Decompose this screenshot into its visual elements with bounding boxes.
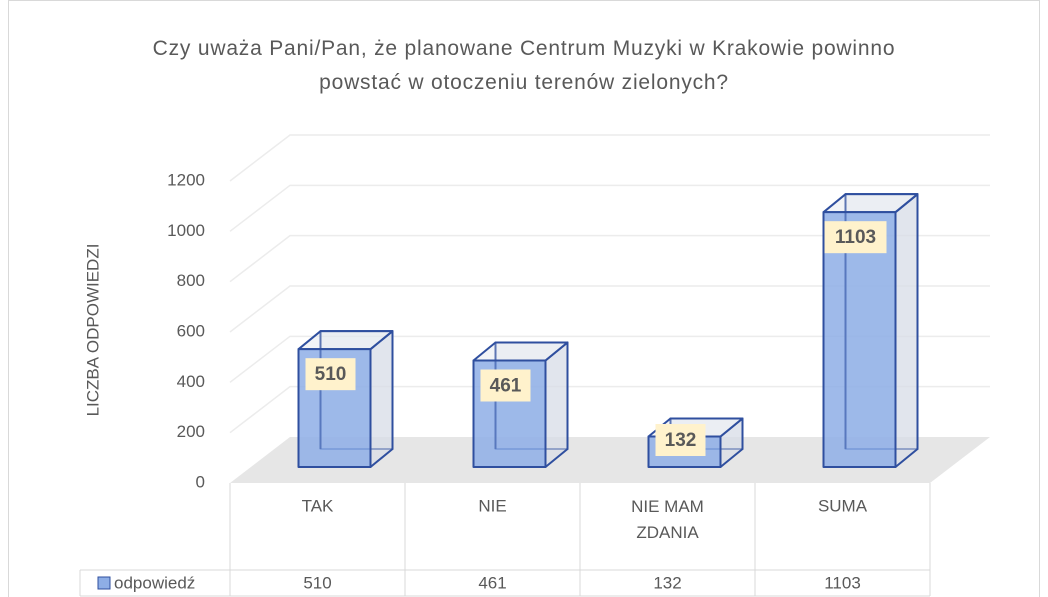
grid-line — [229, 335, 990, 383]
bar: 510 — [297, 330, 394, 469]
data-label-box — [305, 358, 356, 391]
y-tick-label: 1000 — [167, 221, 205, 240]
data-label-box — [480, 369, 531, 402]
data-label-box — [655, 424, 706, 456]
bar-side — [369, 330, 394, 468]
chart-title: Czy uważa Pani/Pan, że planowane Centrum… — [152, 37, 896, 94]
y-axis-label: LICZBA ODPOWIEDZI — [83, 244, 102, 417]
grid — [229, 134, 990, 434]
x-tick-label-box: NIE MAM ZDANIA — [631, 497, 704, 542]
data-label: 132 — [665, 430, 697, 451]
x-tick-label: NIE MAM ZDANIA — [631, 497, 704, 542]
grid-line — [229, 285, 990, 333]
table-value: 1103 — [824, 573, 861, 592]
table-value: 510 — [303, 573, 331, 592]
legend-swatch — [97, 576, 111, 590]
y-tick-label: 600 — [177, 321, 205, 340]
bar-side — [894, 193, 919, 468]
table-value: 461 — [478, 573, 506, 592]
data-label: 461 — [490, 376, 522, 397]
y-tick-label: 1200 — [167, 170, 205, 189]
grid-line — [229, 184, 990, 232]
floor — [230, 437, 990, 483]
y-tick-label: 800 — [177, 271, 205, 290]
bar: 461 — [472, 341, 569, 469]
chart-frame — [8, 0, 1040, 597]
x-tick-label: TAK — [302, 496, 334, 515]
y-tick-label: 400 — [177, 372, 205, 391]
x-tick-label: NIE — [478, 496, 506, 515]
data-label: 510 — [315, 364, 347, 385]
grid-line — [229, 234, 990, 283]
bar: 1103 — [822, 193, 919, 468]
grid-line — [229, 134, 990, 182]
bar-side — [544, 341, 569, 468]
data-label-box — [824, 221, 887, 254]
y-tick-label: 0 — [196, 472, 205, 491]
x-tick-label: SUMA — [818, 496, 868, 515]
bar-front — [822, 211, 897, 468]
bar: 132 — [647, 417, 744, 468]
table-value: 132 — [653, 573, 681, 592]
y-tick-label: 200 — [177, 422, 205, 441]
legend-label: odpowiedź — [114, 573, 195, 592]
data-label: 1103 — [835, 227, 876, 248]
grid-line — [229, 385, 990, 434]
